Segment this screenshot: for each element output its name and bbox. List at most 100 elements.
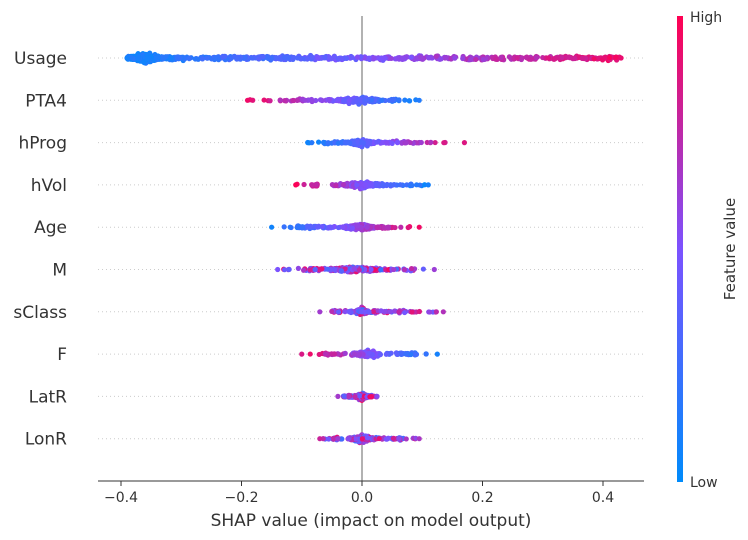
shap-point [324,266,331,272]
shap-point [416,436,422,442]
shap-point [401,309,408,316]
shap-point [328,56,334,62]
shap-point [136,54,142,60]
shap-point [347,140,353,146]
shap-point [335,436,341,442]
shap-point [342,350,348,356]
shap-point [401,267,408,273]
feature-label: hVol [31,176,67,196]
shap-point [281,267,288,273]
shap-point [338,268,345,274]
feature-label: sClass [13,303,67,323]
shap-point [328,225,334,231]
shap-point [307,267,313,273]
shap-point [432,139,438,146]
shap-point [291,54,297,61]
shap-point [438,56,444,62]
shap-point [391,96,397,102]
shap-point [124,55,130,61]
shap-point [163,54,169,60]
shap-point [302,97,308,103]
shap-point [421,182,428,188]
shap-point [356,267,362,273]
shap-point [370,351,376,358]
shap-point [572,55,578,62]
shap-point [365,140,371,146]
shap-point [591,56,597,62]
shap-point [403,436,409,442]
shap-point [388,55,394,62]
shap-point [340,181,347,188]
feature-label: LonR [25,430,67,450]
x-tick-label: 0.0 [351,490,373,506]
shap-point [384,140,390,146]
shap-point [362,182,368,188]
shap-point [333,182,339,189]
shap-point [392,308,398,314]
shap-point [412,352,418,358]
shap-point [473,56,479,63]
shap-point [304,56,310,62]
shap-point [342,309,348,315]
shap-point [523,54,529,60]
shap-point [533,55,539,61]
shap-point [498,54,504,60]
shap-point [416,224,422,230]
shap-point [177,55,183,61]
shap-point [376,435,382,442]
shap-point [380,140,386,146]
colorbar-high-label: High [690,10,722,26]
shap-point [335,140,341,146]
shap-point [286,266,292,273]
feature-points-usage [124,50,624,66]
x-axis: −0.4 −0.2 0.0 0.2 0.4 [98,480,644,506]
shap-point [295,55,301,61]
feature-points-age [269,221,422,233]
colorbar-low-label: Low [690,475,718,491]
shap-point [325,140,331,146]
shap-point [299,224,305,230]
x-tick-label: 0.2 [471,490,493,506]
shap-point [398,224,404,230]
shap-point [441,140,447,146]
shap-point [277,97,283,103]
shap-point [426,55,432,61]
shap-point [396,309,402,315]
shap-point [433,309,439,315]
shap-point [244,97,251,103]
shap-point [260,53,266,60]
shap-point [406,98,412,104]
shap-point [364,224,370,230]
shap-point [343,55,350,62]
shap-point [368,266,374,273]
shap-point [282,98,288,104]
feature-label: PTA4 [25,91,67,111]
shap-point [256,56,262,62]
shap-point [345,436,351,442]
shap-point [377,351,384,358]
shap-point [319,224,325,230]
shap-point [440,309,446,315]
shap-point [390,435,397,441]
shap-point [362,97,368,103]
shap-point [299,351,305,357]
shap-point [337,55,343,61]
shap-point [391,182,397,188]
shap-point [408,351,414,358]
feature-points-hvol [293,179,431,192]
shap-point [317,97,324,103]
shap-point [335,96,341,102]
shap-point [409,182,415,189]
shap-point [140,59,147,65]
shap-point [380,182,386,188]
shap-point [426,309,433,315]
shap-point [317,436,323,442]
shap-point [528,56,534,62]
shap-point [261,97,267,103]
shap-point [373,182,379,188]
shap-point [273,55,279,61]
shap-point [322,54,328,60]
shap-point [607,54,613,61]
shap-point [156,54,162,60]
feature-points-pta4 [244,94,422,107]
